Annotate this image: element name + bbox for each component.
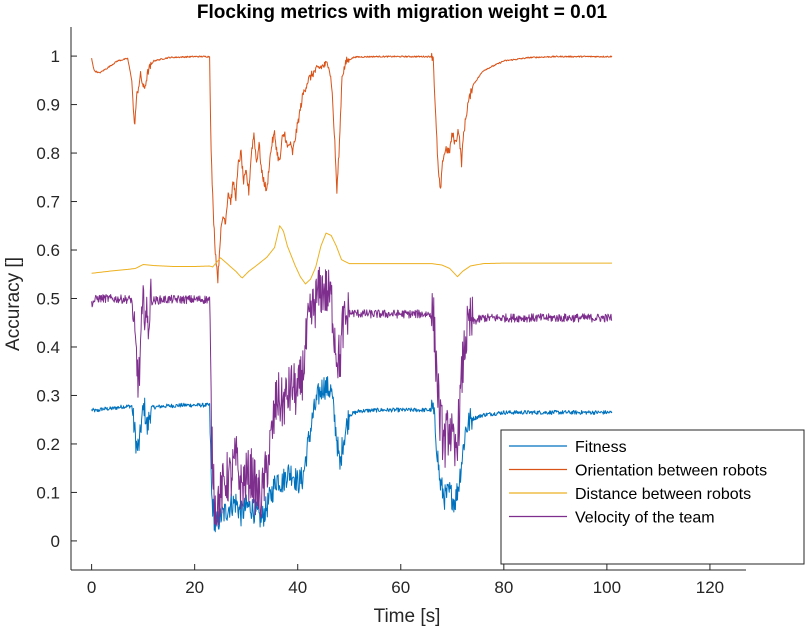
y-tick-label: 0.7	[36, 193, 60, 212]
legend: Fitness Orientation between robots Distanc…	[500, 429, 805, 565]
series-line-2	[91, 52, 613, 284]
y-tick-label: 0.3	[36, 386, 60, 405]
series-line-3	[91, 225, 613, 285]
legend-box	[500, 429, 805, 565]
x-tick-label: 0	[87, 578, 96, 597]
chart-title: Flocking metrics with migration weight =…	[197, 2, 608, 23]
y-axis-label: Accuracy []	[3, 257, 24, 351]
x-tick-label: 80	[494, 578, 513, 597]
y-tick-label: 0.1	[36, 483, 60, 502]
legend-label: Fitness	[575, 439, 627, 456]
x-tick-label: 60	[391, 578, 410, 597]
y-tick-label: 0	[51, 532, 60, 551]
series-layer	[91, 52, 613, 533]
y-tick-label: 0.4	[36, 338, 60, 357]
y-tick-label: 0.8	[36, 144, 60, 163]
legend-label: Distance between robots	[575, 486, 751, 503]
y-tick-label: 0.5	[36, 290, 60, 309]
y-tick-label: 1	[51, 47, 60, 66]
legend-label: Velocity of the team	[575, 510, 715, 527]
x-axis-label: Time [s]	[374, 606, 441, 627]
x-tick-label: 20	[185, 578, 204, 597]
y-tick-label: 0.2	[36, 435, 60, 454]
x-axis-ticks: 0 20 40 60 80 100 120	[87, 564, 724, 597]
series-line-4	[91, 266, 613, 527]
y-tick-label: 0.9	[36, 96, 60, 115]
y-axis-ticks: 0 0.1 0.2 0.3 0.4 0.5 0.6 0.7 0.8 0.9 1	[36, 47, 77, 551]
legend-label: Orientation between robots	[575, 463, 767, 480]
x-tick-label: 100	[593, 578, 621, 597]
x-tick-label: 40	[288, 578, 307, 597]
y-tick-label: 0.6	[36, 241, 60, 260]
series-line-1	[91, 376, 613, 533]
x-tick-label: 120	[696, 578, 724, 597]
